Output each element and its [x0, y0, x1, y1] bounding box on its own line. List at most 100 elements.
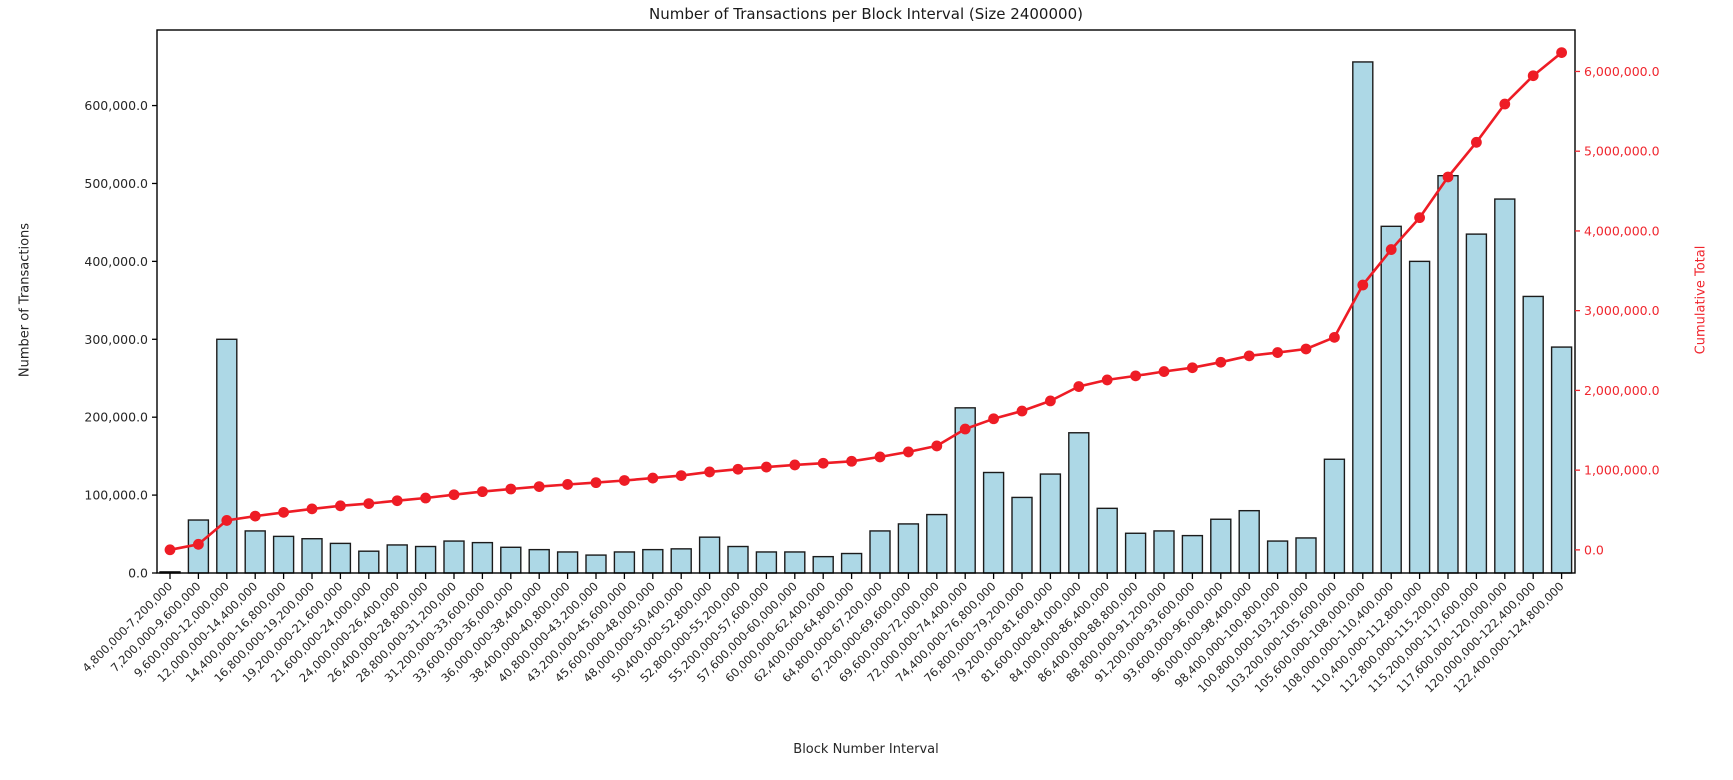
bar — [1096, 507, 1118, 574]
cumulative-marker — [1414, 212, 1425, 224]
cumulative-marker — [1187, 362, 1198, 374]
bar — [471, 541, 494, 574]
cumulative-marker — [221, 515, 233, 526]
bar — [812, 555, 834, 574]
cumulative-marker — [1215, 356, 1227, 368]
cumulative-marker — [988, 413, 999, 425]
bar — [1181, 534, 1204, 574]
cumulative-marker — [1385, 244, 1397, 255]
cumulative-marker — [590, 477, 602, 489]
bar — [329, 542, 352, 574]
cumulative-marker — [1357, 279, 1369, 291]
cumulative-marker — [1016, 405, 1028, 417]
left-tick-label: 300,000.0 — [84, 332, 148, 347]
cumulative-marker — [931, 440, 943, 452]
cumulative-marker — [391, 495, 403, 507]
cumulative-marker — [1329, 331, 1340, 343]
right-tick-label: 1,000,000.0 — [1584, 463, 1660, 478]
cumulative-marker — [562, 479, 573, 490]
right-tick-label: 3,000,000.0 — [1584, 303, 1660, 318]
bar — [272, 535, 295, 574]
cumulative-marker — [1073, 381, 1085, 392]
bar — [1550, 346, 1573, 574]
left-tick-label: 0.0 — [128, 566, 148, 581]
cumulative-marker — [959, 423, 971, 435]
cumulative-marker — [761, 461, 772, 473]
bar — [1068, 432, 1090, 574]
bar — [840, 552, 863, 574]
bar — [1437, 174, 1459, 574]
cumulative-marker — [306, 503, 318, 515]
bar — [556, 551, 579, 574]
left-tick-label: 200,000.0 — [84, 410, 148, 425]
bar — [1408, 260, 1431, 574]
bar — [727, 545, 749, 574]
cumulative-marker — [363, 498, 375, 509]
cumulative-marker — [1130, 370, 1141, 382]
bar — [1295, 537, 1317, 574]
bar — [1380, 225, 1402, 574]
right-tick-label: 5,000,000.0 — [1584, 144, 1660, 159]
bar — [1323, 458, 1346, 574]
cumulative-marker — [193, 538, 204, 550]
bar — [869, 530, 891, 574]
cumulative-marker — [278, 506, 289, 518]
bar — [1266, 540, 1289, 574]
bar — [926, 513, 948, 574]
bar — [500, 546, 522, 574]
bar — [216, 338, 238, 574]
cumulative-marker — [1499, 98, 1511, 110]
cumulative-marker — [1442, 171, 1454, 183]
bar — [755, 551, 778, 574]
bar — [358, 550, 380, 574]
left-tick-label: 600,000.0 — [84, 98, 148, 113]
bar — [897, 523, 920, 574]
cumulative-marker — [1243, 350, 1255, 362]
right-tick-label: 2,000,000.0 — [1584, 383, 1660, 398]
bar — [1465, 233, 1488, 574]
bar — [642, 548, 664, 574]
bar — [1011, 496, 1033, 574]
cumulative-marker — [846, 455, 857, 467]
cumulative-marker — [675, 470, 687, 482]
cumulative-marker — [903, 446, 914, 458]
plot-border — [156, 29, 1576, 574]
bar — [1153, 530, 1175, 574]
cumulative-marker — [817, 457, 829, 469]
cumulative-marker — [1556, 47, 1567, 59]
y-axis-label-right: Cumulative Total — [1693, 245, 1709, 355]
bar — [1238, 509, 1260, 574]
cumulative-marker — [1527, 70, 1539, 82]
cumulative-marker — [164, 544, 176, 556]
cumulative-marker — [1101, 374, 1113, 386]
cumulative-marker — [874, 451, 886, 463]
cumulative-marker — [448, 489, 460, 501]
left-tick-label: 400,000.0 — [84, 254, 148, 269]
bar — [784, 551, 806, 574]
bar — [244, 530, 266, 574]
bar — [585, 554, 607, 574]
bar — [386, 544, 408, 574]
cumulative-marker — [1272, 347, 1283, 358]
cumulative-marker — [1045, 395, 1056, 407]
cumulative-marker — [619, 475, 630, 486]
y-axis-label-left: Number of Transactions — [17, 222, 33, 378]
cumulative-marker — [1158, 366, 1170, 377]
cumulative-marker — [505, 483, 517, 495]
cumulative-marker — [789, 459, 801, 471]
bar — [982, 471, 1005, 574]
cumulative-marker — [335, 500, 346, 512]
bar — [443, 540, 465, 574]
cumulative-marker — [1471, 136, 1482, 148]
bar — [1522, 295, 1544, 574]
cumulative-marker — [420, 492, 431, 504]
x-axis-label: Block Number Interval — [793, 742, 939, 757]
cumulative-marker — [249, 510, 261, 522]
bar — [1124, 532, 1147, 574]
cumulative-marker — [704, 466, 715, 478]
cumulative-marker — [477, 486, 488, 498]
bar — [698, 536, 721, 574]
bar — [301, 538, 323, 574]
